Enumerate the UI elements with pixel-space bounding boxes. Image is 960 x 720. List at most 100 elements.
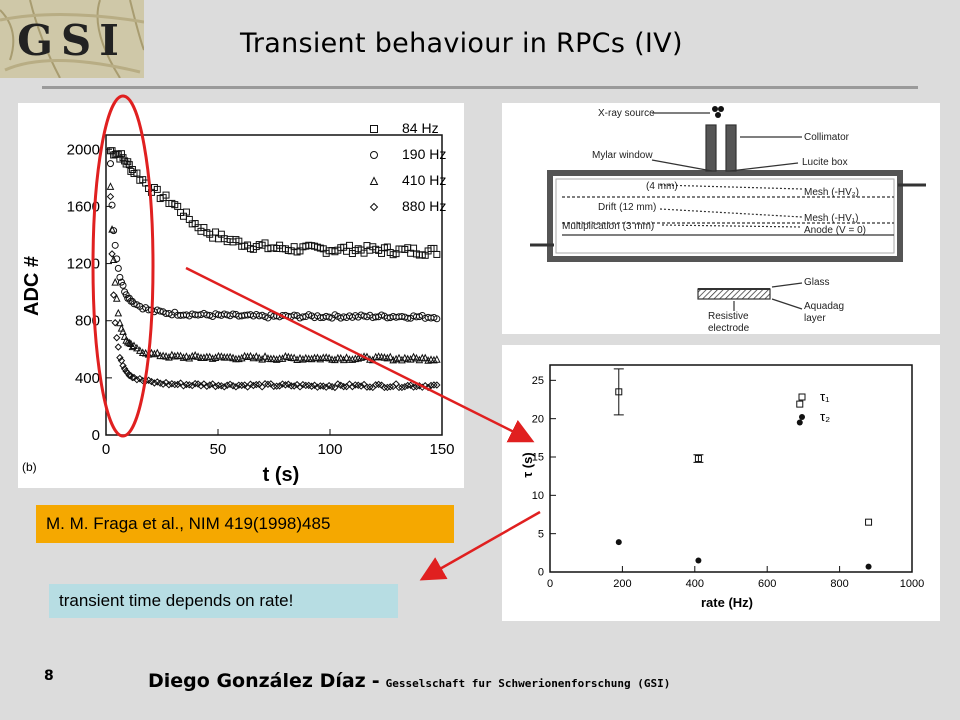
data-point [165, 352, 173, 361]
x-tick-label: 1000 [900, 578, 924, 590]
data-point [106, 160, 114, 168]
data-point [113, 334, 121, 342]
x-tick-label: 0 [547, 578, 553, 590]
x-tick-label: 400 [686, 578, 704, 590]
label-resistive: Resistive [708, 311, 749, 322]
label-layer: layer [804, 313, 826, 324]
y-tick-label: 5 [538, 528, 544, 540]
y-axis-label: τ (s) [520, 452, 535, 477]
footer: Diego González Díaz - Gesselschaft fur Sch… [148, 670, 670, 692]
legend-label: τ₂ [820, 409, 830, 424]
data-point [331, 383, 339, 392]
legend-label: 410 Hz [402, 172, 446, 188]
page-title: Transient behaviour in RPCs (IV) [240, 28, 683, 59]
label-mult: Multiplication (3 mm) [562, 221, 654, 232]
data-point [108, 250, 116, 258]
label-anode: Anode (V = 0) [804, 225, 866, 236]
data-point [328, 382, 336, 391]
y-tick-label: 1200 [67, 256, 100, 273]
y-tick-label: 10 [532, 490, 544, 502]
data-point [171, 380, 179, 389]
data-point [865, 563, 872, 570]
y-tick-label: 20 [532, 413, 544, 425]
data-point [334, 380, 342, 388]
label-glass: Glass [804, 277, 830, 288]
x-axis-label: rate (Hz) [701, 595, 753, 610]
data-point [108, 201, 116, 209]
data-point [179, 353, 188, 361]
data-point [173, 380, 182, 389]
label-gap: (4 mm) [646, 181, 678, 192]
plot-frame [549, 364, 913, 573]
y-tick-label: 0 [538, 567, 544, 579]
y-tick-label: 15 [532, 452, 544, 464]
data-point [114, 308, 123, 317]
error-bar [613, 368, 624, 416]
data-point [156, 379, 164, 387]
x-tick-label: 0 [102, 441, 110, 458]
data-point [168, 380, 176, 388]
plot-frame [105, 134, 443, 436]
data-point [106, 192, 115, 201]
legend-marker [369, 202, 379, 212]
data-point [206, 381, 214, 389]
label-mesh1: Mesh (-HV₁) [804, 213, 859, 224]
x-tick-label: 100 [317, 441, 342, 458]
title-divider [42, 86, 918, 89]
y-axis-label: ADC # [21, 256, 43, 316]
legend-marker [370, 151, 378, 159]
data-point [695, 557, 702, 564]
logo-text: GSI [17, 16, 127, 65]
legend-label: 880 Hz [402, 198, 446, 214]
data-point [153, 348, 162, 357]
x-tick-label: 50 [210, 441, 227, 458]
data-point [153, 378, 162, 386]
x-tick-label: 600 [758, 578, 776, 590]
adc-vs-time-chart: 0 50 100 150 0 400 800 1200 1600 2000 84 Hz 190 Hz… [18, 103, 464, 488]
data-point [176, 351, 185, 360]
y-tick-label: 2000 [67, 141, 100, 158]
data-point [108, 225, 116, 233]
legend-label: τ₁ [820, 389, 830, 404]
y-tick-label: 1600 [67, 198, 100, 215]
x-axis-label: t (s) [263, 464, 300, 486]
label-mylar: Mylar window [592, 150, 653, 161]
data-point [112, 294, 121, 302]
data-point [159, 380, 167, 388]
data-point [796, 400, 804, 408]
data-point [106, 182, 115, 190]
data-point [865, 518, 873, 526]
legend-label: 84 Hz [402, 120, 439, 136]
data-point [796, 419, 803, 426]
footer-author: Diego González Díaz [148, 670, 366, 692]
y-tick-label: 400 [75, 370, 100, 387]
data-point [114, 343, 123, 351]
x-tick-label: 200 [613, 578, 631, 590]
data-point [111, 277, 119, 286]
y-tick-label: 800 [75, 313, 100, 330]
page-number: 8 [44, 668, 54, 684]
radiation-icon [712, 106, 724, 118]
legend-marker [369, 176, 379, 185]
reference-citation: M. M. Fraga et al., NIM 419(1998)485 [36, 505, 454, 543]
data-point [111, 241, 119, 249]
data-point [156, 307, 164, 315]
data-point [615, 388, 623, 396]
footer-separator: - [371, 670, 380, 692]
data-point [182, 208, 190, 216]
data-point [212, 228, 220, 236]
data-point [345, 241, 353, 249]
label-lucite: Lucite box [802, 157, 848, 168]
note-box: transient time depends on rate! [49, 584, 398, 618]
label-electrode: electrode [708, 323, 750, 334]
label-drift: Drift (12 mm) [598, 202, 656, 213]
data-point [114, 264, 122, 272]
tau-vs-rate-chart: 0 200 400 600 800 1000 0 5 10 15 20 25 τ₁ τ₂ rate (H… [502, 345, 940, 621]
data-point [249, 381, 258, 390]
data-point [165, 381, 173, 389]
label-xray: X-ray source [598, 108, 655, 119]
data-point [162, 378, 170, 387]
footer-organization: Gesselschaft fur Schwerionenforschung (G… [385, 677, 671, 690]
label-aquadag: Aquadag [804, 301, 844, 312]
data-point [433, 250, 441, 258]
